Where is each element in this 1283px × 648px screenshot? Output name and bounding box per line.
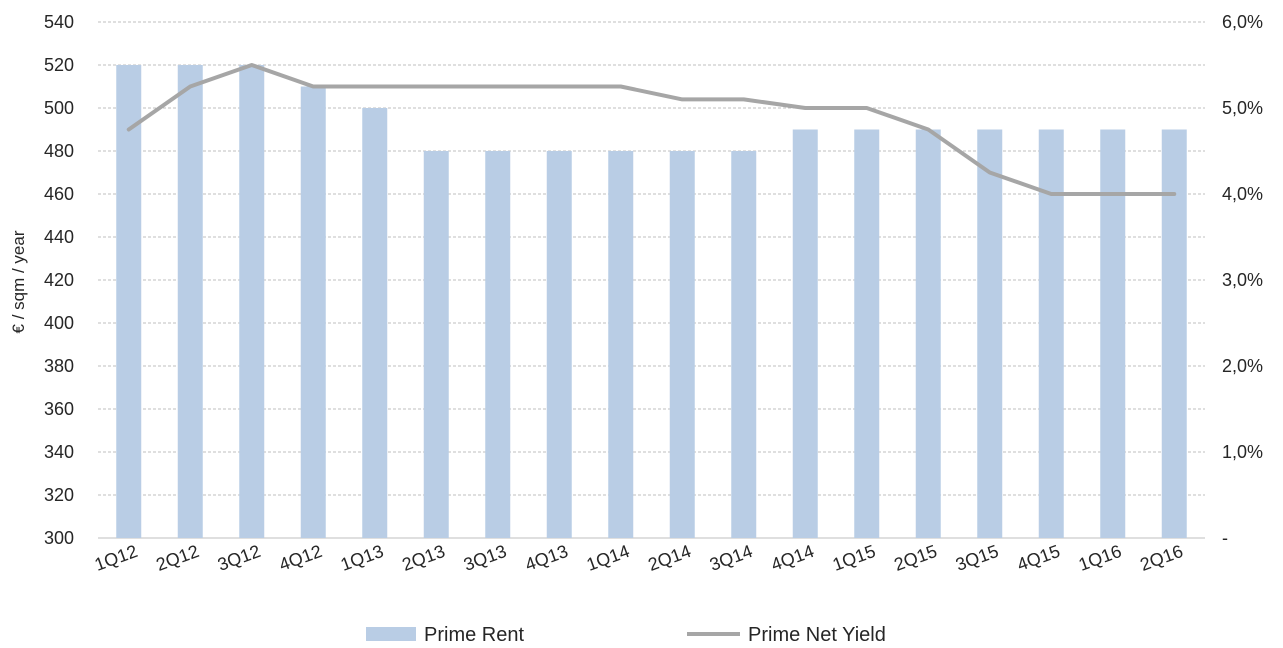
x-tick-label: 2Q16: [1137, 541, 1185, 575]
bar-4Q13: [546, 151, 572, 538]
y-tick-label: 420: [44, 270, 74, 290]
x-tick-label: 2Q15: [891, 541, 939, 575]
y-tick-label: 440: [44, 227, 74, 247]
bar-2Q14: [669, 151, 695, 538]
bar-4Q15: [1038, 129, 1064, 538]
bar-1Q13: [362, 108, 388, 538]
x-tick-label: 4Q14: [768, 541, 816, 575]
bar-2Q15: [915, 129, 941, 538]
y-axis-right-ticks: 6,0% 5,0% 4,0% 3,0% 2,0% 1,0% -: [1222, 12, 1263, 548]
x-tick-label: 1Q12: [92, 541, 140, 575]
y2-tick-label: 6,0%: [1222, 12, 1263, 32]
x-tick-label: 1Q15: [830, 541, 878, 575]
x-tick-label: 1Q16: [1076, 541, 1124, 575]
bar-1Q12: [116, 65, 142, 538]
x-tick-label: 4Q13: [522, 541, 570, 575]
gridlines: [98, 21, 1205, 539]
y2-tick-label: 1,0%: [1222, 442, 1263, 462]
legend-label-prime-rent: Prime Rent: [424, 624, 524, 646]
bar-3Q12: [239, 65, 265, 538]
x-axis-ticks: 1Q12 2Q12 3Q12 4Q12 1Q13 2Q13 3Q13 4Q13 1Q14 2Q14…: [92, 541, 1186, 575]
y-axis-left-ticks: 540 520 500 480 460 440 420 400 380 360 340 320 300: [44, 12, 74, 548]
y2-tick-label: 3,0%: [1222, 270, 1263, 290]
y-tick-label: 360: [44, 399, 74, 419]
line-prime-net-yield: [126, 63, 1177, 196]
legend-swatch-prime-rent: [366, 627, 416, 641]
y-tick-label: 480: [44, 141, 74, 161]
x-tick-label: 3Q13: [461, 541, 509, 575]
y-tick-label: 300: [44, 528, 74, 548]
bar-3Q13: [485, 151, 511, 538]
x-tick-label: 3Q12: [215, 541, 263, 575]
x-tick-label: 4Q12: [276, 541, 324, 575]
x-tick-label: 2Q14: [645, 541, 693, 575]
x-tick-label: 2Q13: [399, 541, 447, 575]
x-tick-label: 1Q14: [584, 541, 632, 575]
y-tick-label: 500: [44, 98, 74, 118]
bar-2Q12: [177, 65, 203, 538]
y-axis-title: € / sqm / year: [9, 230, 28, 333]
y2-tick-label: 5,0%: [1222, 98, 1263, 118]
bar-1Q16: [1100, 129, 1126, 538]
bar-2Q13: [423, 151, 449, 538]
x-tick-label: 1Q13: [338, 541, 386, 575]
y2-tick-label: 4,0%: [1222, 184, 1263, 204]
y-tick-label: 340: [44, 442, 74, 462]
legend: Prime Rent Prime Net Yield: [366, 624, 886, 646]
y2-tick-label: -: [1222, 528, 1228, 548]
y-tick-label: 540: [44, 12, 74, 32]
bar-1Q14: [608, 151, 634, 538]
legend-label-prime-net-yield: Prime Net Yield: [748, 624, 886, 646]
x-tick-label: 4Q15: [1014, 541, 1062, 575]
bar-2Q16: [1161, 129, 1187, 538]
series-line-prime-net-yield: [126, 63, 1177, 196]
y-tick-label: 380: [44, 356, 74, 376]
x-tick-label: 3Q15: [953, 541, 1001, 575]
y2-tick-label: 2,0%: [1222, 356, 1263, 376]
bars-prime-rent: [116, 65, 1187, 538]
bar-3Q15: [977, 129, 1003, 538]
x-tick-label: 3Q14: [707, 541, 755, 575]
bar-4Q12: [300, 86, 326, 538]
y-tick-label: 520: [44, 55, 74, 75]
bar-4Q14: [792, 129, 818, 538]
bar-1Q15: [854, 129, 880, 538]
bar-3Q14: [731, 151, 757, 538]
y-tick-label: 400: [44, 313, 74, 333]
x-tick-label: 2Q12: [153, 541, 201, 575]
y-tick-label: 320: [44, 485, 74, 505]
y-tick-label: 460: [44, 184, 74, 204]
